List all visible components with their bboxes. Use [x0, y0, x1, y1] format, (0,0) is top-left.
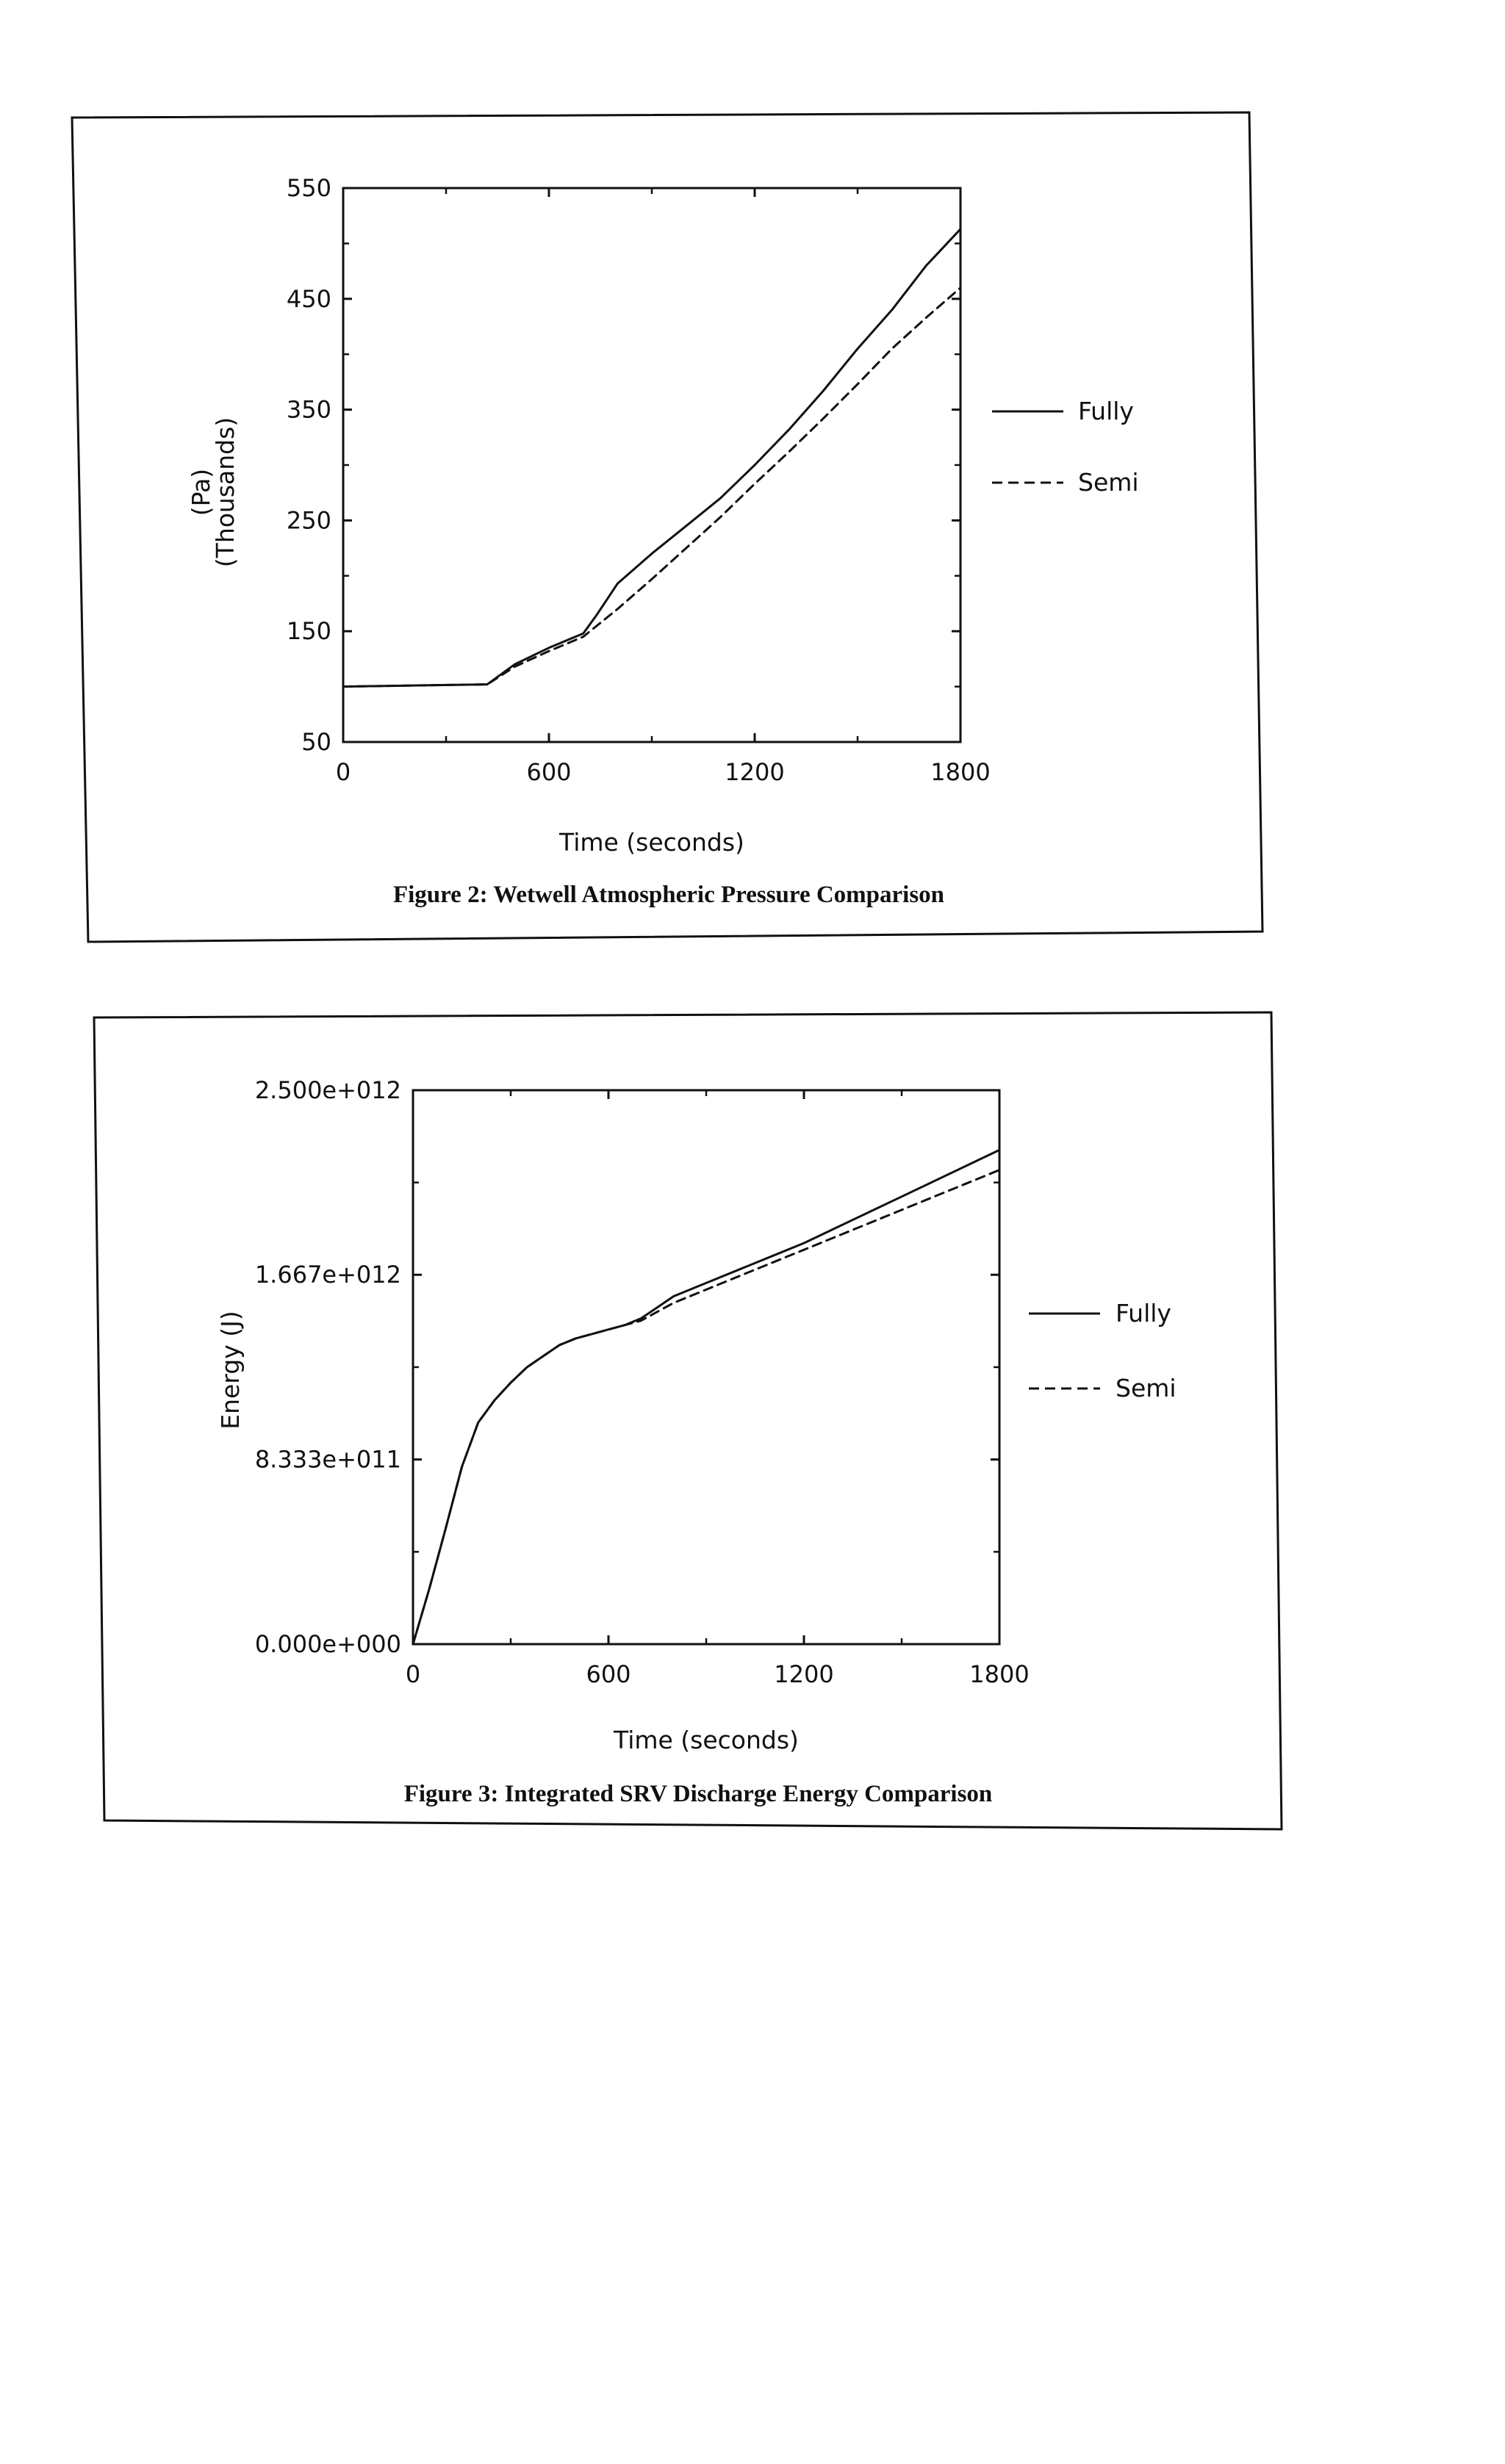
- chart-2-legend-label-fully: Fully: [1078, 397, 1134, 425]
- chart-3-x-tick-label: 1200: [774, 1660, 833, 1688]
- chart-3-y-tick-label: 0.000e+000: [255, 1630, 401, 1658]
- figure-3-chart: 0 600 1200 1800 0.000e+000 8.333e+011 1.667e+0…: [216, 1076, 1177, 1754]
- chart-2-x-tick-label: 1800: [930, 758, 990, 786]
- chart-3-x-axis-title: Time (seconds): [613, 1726, 799, 1754]
- chart-3-series-semi-line: [412, 1169, 1001, 1646]
- chart-2-y-tick-label: 550: [287, 174, 331, 202]
- chart-2-x-axis-title: Time (seconds): [558, 828, 744, 857]
- figure-3: Figure 3: Integrated SRV Discharge Energ…: [93, 1011, 1283, 1831]
- chart-2-y-tick-label: 150: [287, 617, 331, 645]
- chart-3-y-tick-label: 1.667e+012: [255, 1261, 401, 1289]
- figure-3-caption: Figure 3: Integrated SRV Discharge Energ…: [404, 1781, 993, 1807]
- chart-3-y-tick-label: 8.333e+011: [255, 1446, 401, 1474]
- chart-2-y-tick-label: 50: [301, 728, 331, 756]
- chart-2-plot-area: [342, 187, 962, 743]
- chart-2-y-tick-label: 450: [287, 285, 331, 313]
- chart-2-legend-label-semi: Semi: [1078, 468, 1139, 497]
- chart-2-y-axis-title: (Pa): [187, 469, 215, 516]
- chart-3-x-tick-label: 600: [586, 1660, 631, 1688]
- chart-3-x-tick-label: 1800: [969, 1660, 1029, 1688]
- chart-2-y-tick-label: 250: [287, 506, 331, 534]
- chart-2-x-tick-label: 600: [526, 758, 571, 786]
- chart-2-series-semi-line: [342, 287, 962, 688]
- chart-2-x-tick-label: 0: [336, 758, 351, 786]
- figure-2-frame: [71, 111, 1264, 943]
- chart-3-legend-label-semi: Semi: [1116, 1374, 1177, 1402]
- chart-3-y-tick-label: 2.500e+012: [255, 1076, 401, 1104]
- figure-3-frame: [93, 1011, 1283, 1831]
- chart-3-y-axis-title: Energy (J): [216, 1311, 245, 1430]
- chart-3-legend-label-fully: Fully: [1116, 1299, 1171, 1328]
- chart-2-x-tick-label: 1200: [725, 758, 784, 786]
- chart-3-plot-area: [412, 1089, 1001, 1646]
- figure-2-caption: Figure 2: Wetwell Atmospheric Pressure C…: [393, 882, 944, 908]
- chart-2-y-axis-title: (Thousands): [211, 417, 240, 567]
- figure-2-chart: 0 600 1200 1800 50 150 250 350 450 550 Time (secon…: [187, 174, 1139, 857]
- chart-2-series-fully-line: [342, 228, 962, 688]
- figure-2: Figure 2: Wetwell Atmospheric Pressure C…: [71, 111, 1264, 943]
- chart-3-x-tick-label: 0: [406, 1660, 420, 1688]
- chart-2-y-tick-label: 350: [287, 396, 331, 424]
- chart-3-series-fully-line: [412, 1148, 1001, 1646]
